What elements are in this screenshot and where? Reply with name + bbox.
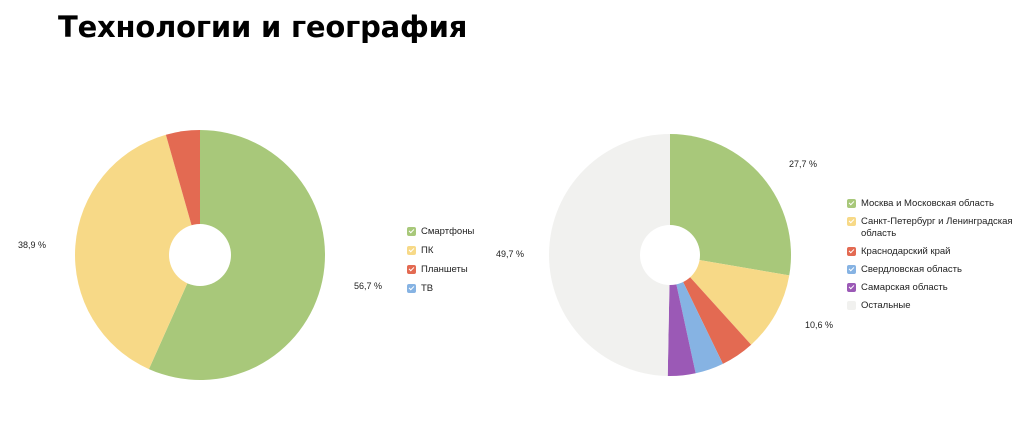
regions-data-label-5: 49,7 % [496, 249, 524, 259]
checkbox-icon [407, 284, 416, 293]
checkbox-icon [407, 265, 416, 274]
checkbox-icon [847, 217, 856, 226]
regions-data-label-0: 27,7 % [789, 159, 817, 169]
regions-slice-5 [549, 134, 670, 376]
regions-slice-1 [670, 255, 790, 345]
devices-legend-item-3[interactable]: ТВ [407, 283, 474, 295]
checkbox-icon [847, 265, 856, 274]
devices-slice-1 [74, 134, 200, 370]
page-title: Технологии и география [58, 10, 468, 44]
regions-legend-label: Самарская область [861, 282, 948, 293]
devices-legend-label: ПК [421, 245, 434, 256]
regions-legend-item-1[interactable]: Санкт-Петербург и Ленинградская область [847, 216, 1017, 240]
regions-legend-item-3[interactable]: Свердловская область [847, 264, 1017, 276]
regions-slice-3 [670, 255, 723, 374]
devices-slice-0 [148, 130, 325, 381]
regions-slice-0 [670, 134, 791, 276]
regions-legend-item-2[interactable]: Краснодарский край [847, 246, 1017, 258]
checkbox-icon [847, 283, 856, 292]
regions-donut-chart: 27,7 % 10,6 % 49,7 % [496, 134, 833, 377]
regions-slice-4 [667, 255, 696, 377]
devices-legend-label: Планшеты [421, 264, 468, 275]
regions-legend-item-5[interactable]: Остальные [847, 300, 1017, 312]
checkbox-icon [847, 247, 856, 256]
regions-legend: Москва и Московская область Санкт-Петербу… [847, 198, 1017, 318]
checkbox-icon [407, 227, 416, 236]
devices-legend: Смартфоны ПК Планшеты ТВ [407, 226, 474, 302]
regions-data-label-1: 10,6 % [805, 320, 833, 330]
checkbox-icon [847, 301, 856, 310]
checkbox-icon [407, 246, 416, 255]
devices-slice-2 [165, 130, 200, 255]
regions-slice-2 [670, 255, 752, 364]
devices-legend-item-1[interactable]: ПК [407, 245, 474, 257]
regions-donut-hole [640, 225, 700, 285]
devices-legend-item-2[interactable]: Планшеты [407, 264, 474, 276]
regions-legend-label: Москва и Московская область [861, 198, 994, 209]
regions-legend-label: Краснодарский край [861, 246, 951, 257]
regions-legend-item-4[interactable]: Самарская область [847, 282, 1017, 294]
regions-legend-label: Санкт-Петербург и Ленинградская область [861, 216, 1013, 239]
devices-legend-item-0[interactable]: Смартфоны [407, 226, 474, 238]
checkbox-icon [847, 199, 856, 208]
devices-donut-chart: 56,7 % 38,9 % [18, 130, 382, 381]
devices-donut-hole [169, 224, 231, 286]
regions-legend-label: Свердловская область [861, 264, 962, 275]
devices-legend-label: Смартфоны [421, 226, 475, 237]
regions-legend-item-0[interactable]: Москва и Московская область [847, 198, 1017, 210]
devices-data-label-1: 38,9 % [18, 240, 46, 250]
devices-legend-label: ТВ [421, 283, 434, 294]
regions-legend-label: Остальные [861, 300, 911, 311]
devices-data-label-0: 56,7 % [354, 281, 382, 291]
